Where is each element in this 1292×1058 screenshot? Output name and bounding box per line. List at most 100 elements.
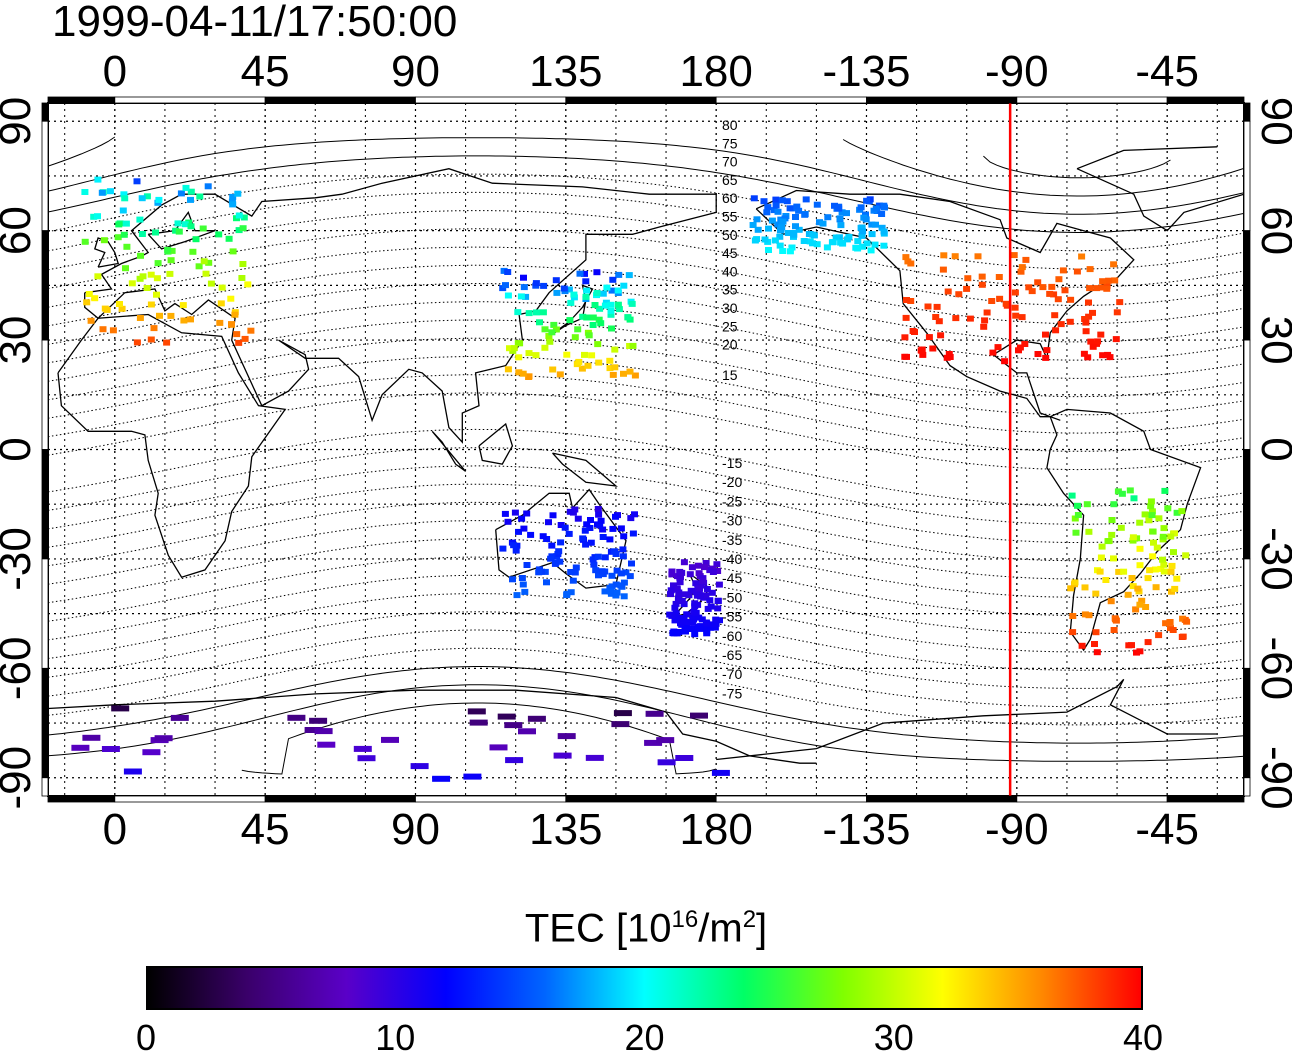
tec-cell	[831, 202, 838, 209]
lat-tick-left: 30	[0, 316, 40, 365]
tec-cell	[533, 309, 540, 316]
tec-cell	[683, 611, 691, 618]
tec-cell	[611, 721, 630, 728]
tec-cell	[207, 280, 215, 287]
tec-cell	[174, 220, 182, 227]
tec-cell	[1171, 530, 1178, 537]
tec-cell	[832, 234, 840, 241]
tec-cell	[547, 555, 555, 562]
tec-cell	[866, 196, 874, 203]
tec-cell	[1148, 508, 1156, 515]
tec-cell	[774, 221, 782, 228]
tec-cell	[164, 246, 172, 253]
tec-cell	[1104, 538, 1112, 545]
tec-cell	[518, 515, 526, 522]
tec-cell	[1134, 585, 1142, 592]
tec-cell	[829, 239, 837, 246]
tec-cell	[137, 252, 144, 259]
colorbar-tick: 0	[135, 1017, 157, 1058]
tec-cell	[589, 556, 597, 563]
tec-cell	[1028, 288, 1036, 295]
tec-cell	[595, 572, 602, 579]
tec-cell	[81, 189, 89, 195]
tec-cell	[714, 605, 722, 612]
mag-lat-label: 55	[722, 209, 738, 225]
tec-cell	[500, 267, 508, 274]
tec-cell	[682, 628, 689, 635]
tec-cell	[586, 525, 594, 531]
tec-cell	[235, 227, 243, 234]
tec-cell	[1171, 585, 1179, 592]
tec-cell	[801, 211, 809, 218]
colorbar-title: TEC [1016/m2]	[0, 906, 1292, 949]
tec-cell	[143, 285, 151, 291]
mag-lat-label: 80	[722, 117, 738, 133]
tec-cell	[795, 226, 803, 233]
tec-cell	[518, 728, 536, 735]
tec-cell	[911, 329, 918, 335]
tec-cell	[561, 524, 569, 531]
tec-cell	[863, 197, 871, 204]
tec-cell	[1084, 354, 1092, 361]
tec-cell	[156, 312, 163, 319]
tec-cell	[924, 303, 932, 310]
tec-cell	[525, 310, 533, 317]
tec-cell	[518, 575, 526, 581]
tec-cell	[241, 335, 249, 342]
tec-cell	[497, 713, 516, 720]
tec-cell	[1170, 549, 1177, 556]
tec-cell	[713, 561, 721, 568]
plot-title: 1999-04-11/17:50:00	[52, 0, 458, 46]
tec-cell	[1083, 501, 1091, 508]
tec-cell	[845, 233, 853, 240]
tec-cell	[772, 196, 780, 203]
tec-cell	[1098, 543, 1106, 550]
tec-cell	[596, 522, 604, 529]
tec-cell	[709, 569, 717, 575]
tec-cell	[692, 589, 700, 596]
tec-cell	[1138, 597, 1146, 604]
tec-cell	[571, 506, 579, 513]
mag-contour	[48, 574, 1244, 653]
tec-cell	[631, 372, 639, 379]
tec-cell	[1050, 291, 1058, 298]
tec-cell	[1048, 283, 1056, 290]
tec-cell	[81, 238, 89, 245]
tec-cell	[116, 301, 123, 307]
tec-cell	[902, 314, 910, 321]
tec-cell	[527, 531, 535, 538]
colorbar-exp1: 16	[671, 906, 699, 933]
mag-lat-label: 75	[722, 135, 738, 151]
tec-cell	[701, 564, 708, 571]
tec-cell	[676, 568, 684, 575]
tec-cell	[1086, 285, 1094, 292]
tec-cell	[656, 737, 675, 744]
tec-cell	[1136, 545, 1144, 552]
coastline	[552, 452, 618, 487]
tec-cell	[549, 366, 557, 373]
tec-cell	[1089, 309, 1096, 316]
tec-cell	[504, 269, 512, 275]
tec-cell	[1089, 343, 1097, 350]
axis-bar-bottom	[565, 795, 717, 803]
tec-cell	[309, 717, 328, 724]
tec-cell	[1011, 304, 1019, 311]
tec-cell	[1103, 285, 1111, 292]
tec-cell	[1072, 529, 1080, 536]
tec-cell	[1012, 312, 1020, 319]
tec-cell	[192, 236, 200, 243]
axis-bar-right	[1243, 339, 1251, 450]
tec-cell	[143, 193, 151, 200]
tec-cell	[939, 266, 947, 273]
tec-cell	[711, 769, 730, 776]
axis-bar-left	[41, 667, 49, 779]
axis-bar-right	[1243, 777, 1251, 797]
mag-lat-label: -70	[722, 666, 742, 682]
tec-cell	[1081, 611, 1089, 618]
tec-cell	[690, 712, 708, 719]
tec-cell	[205, 259, 213, 266]
tec-cell	[974, 253, 982, 260]
tec-cell	[1097, 331, 1105, 338]
tec-cell	[907, 260, 915, 267]
tec-cell	[101, 746, 120, 752]
